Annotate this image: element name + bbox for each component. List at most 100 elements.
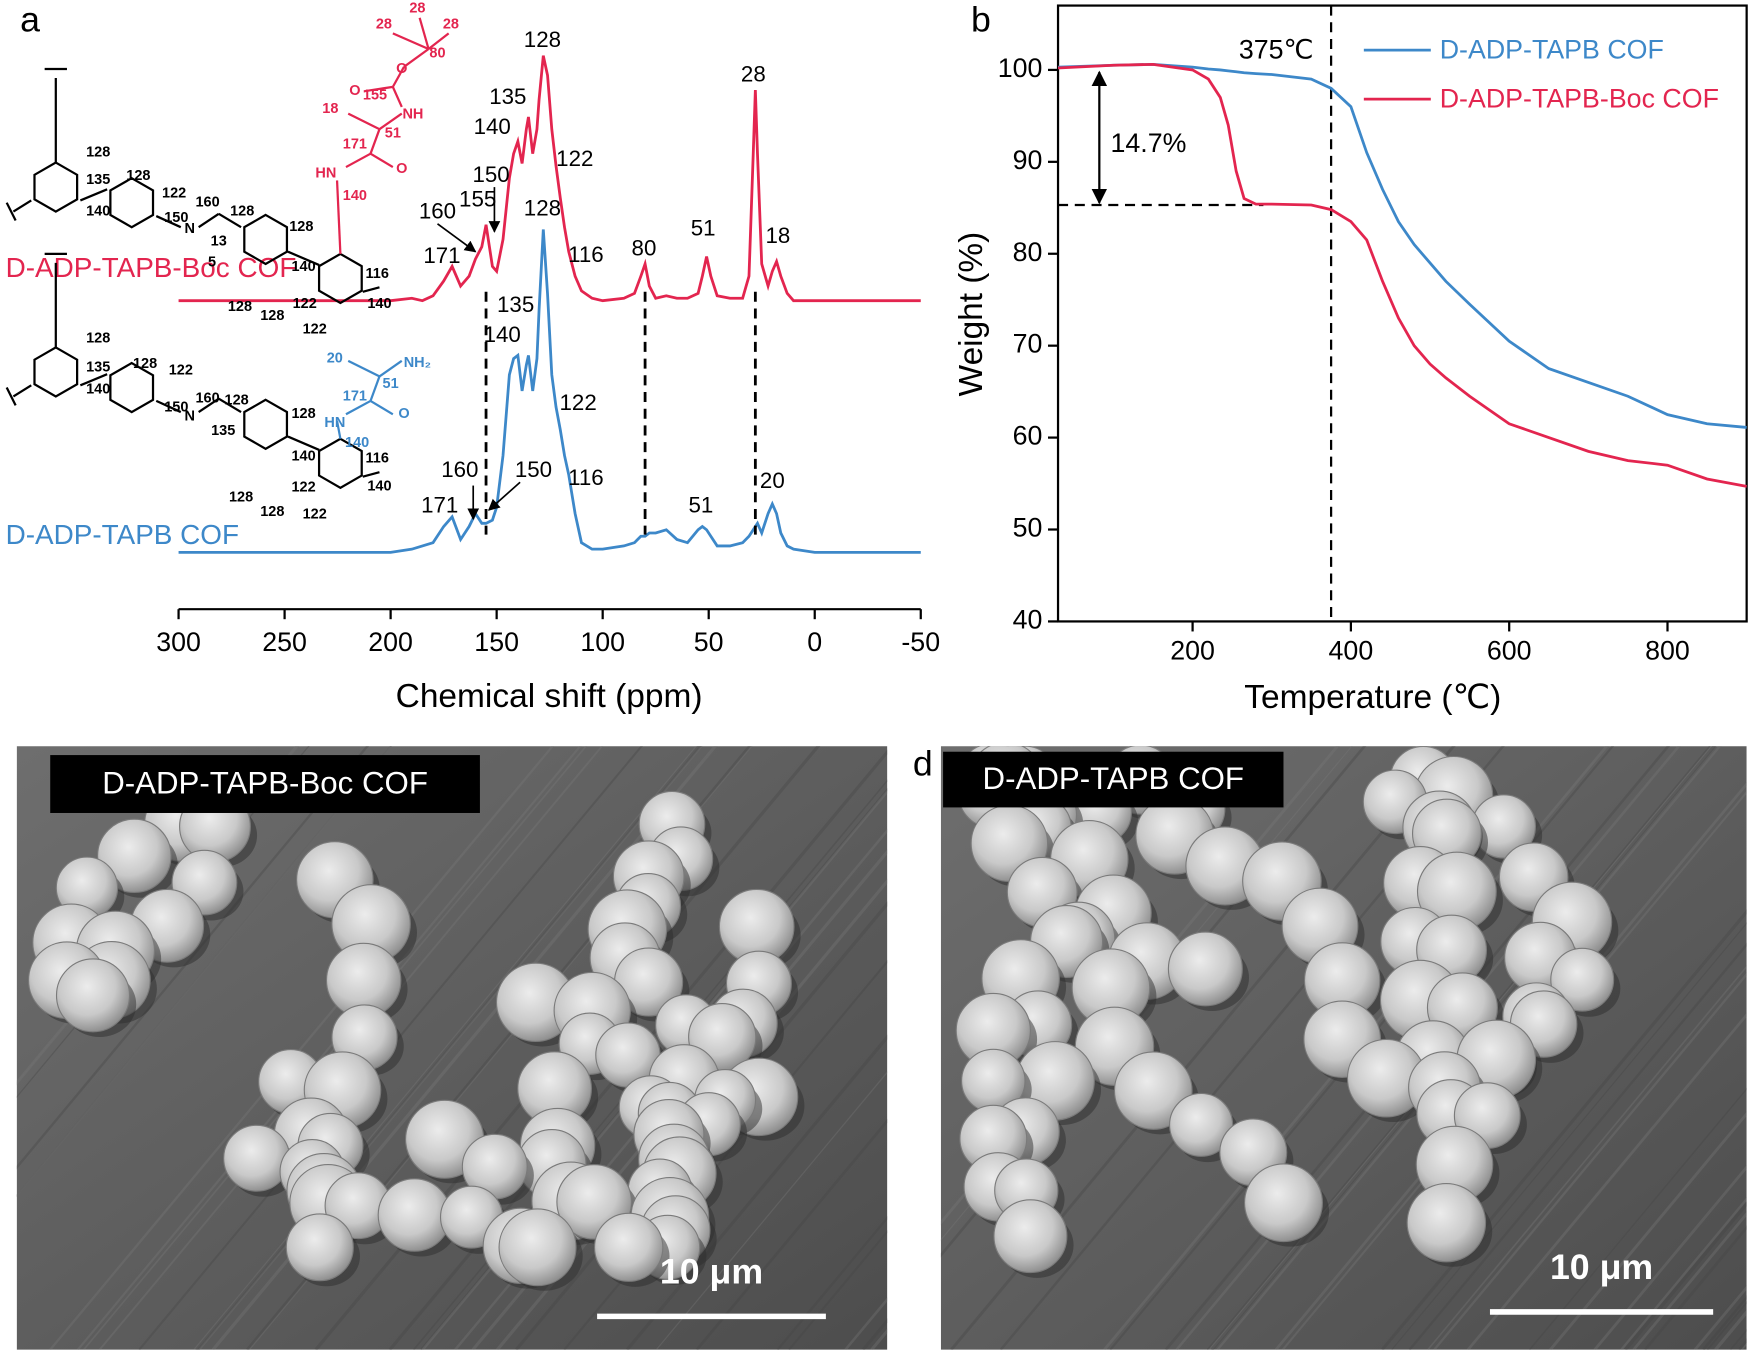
spectrum-line — [178, 55, 921, 303]
atom-label: 28 — [409, 1, 425, 17]
atom-label: NH₂ — [404, 355, 431, 371]
atom-label: 140 — [367, 296, 391, 312]
atom-label: 128 — [225, 393, 249, 409]
surface-streak — [655, 1071, 888, 1350]
atom-label: 140 — [291, 448, 315, 464]
x-tick-label: 300 — [156, 627, 201, 657]
atom-label: 135 — [86, 172, 110, 188]
bond — [218, 397, 242, 414]
peak-label: 140 — [484, 322, 521, 347]
caption: D-ADP-TAPB-Boc COF — [102, 765, 428, 800]
atom-label: N — [184, 408, 194, 424]
legend-label: D-ADP-TAPB COF — [1440, 34, 1664, 64]
bond — [79, 188, 108, 202]
atom-label: 135 — [211, 423, 235, 439]
bond — [218, 212, 242, 229]
surface-streak — [695, 1118, 888, 1350]
x-tick-label: -50 — [901, 627, 940, 657]
ring-bond — [109, 176, 155, 229]
microsphere — [377, 1178, 452, 1252]
sem-image — [940, 746, 1747, 1350]
bond — [335, 180, 342, 254]
surface-streak — [1624, 1201, 1747, 1350]
atom-label: 18 — [322, 101, 338, 117]
ring-bond — [109, 361, 155, 414]
atom-label: 128 — [260, 504, 284, 520]
surface-streak — [1620, 1197, 1747, 1350]
surface-streak — [1644, 1225, 1747, 1350]
atom-label: 122 — [162, 186, 186, 202]
atom-label: 128 — [229, 490, 253, 506]
plot-frame — [1056, 4, 1748, 623]
bond — [427, 32, 450, 50]
bond — [391, 66, 405, 88]
scale-bar-label: 10 μm — [1550, 1247, 1653, 1287]
y-tick-label: 50 — [1013, 513, 1043, 543]
ring-bond — [33, 346, 79, 398]
atom-label: 128 — [289, 219, 313, 235]
bond — [198, 212, 220, 229]
bond — [5, 202, 17, 222]
x-tick-label: 150 — [474, 627, 519, 657]
panel-letter: b — [971, 0, 991, 40]
y-tick-label: 80 — [1013, 237, 1043, 267]
atom-label: 128 — [291, 406, 315, 422]
atom-label: 128 — [230, 203, 254, 219]
atom-label: 128 — [86, 330, 110, 346]
atom-label: 28 — [443, 16, 459, 32]
caption: D-ADP-TAPB COF — [983, 761, 1244, 796]
peak-label: 160 — [441, 457, 478, 482]
microsphere — [1243, 1163, 1323, 1243]
atom-label: NH — [402, 107, 423, 123]
surface-streak — [1529, 1087, 1747, 1350]
atom-label: 28 — [376, 16, 392, 32]
atom-label: 116 — [366, 266, 389, 282]
peak-label: 150 — [515, 457, 552, 482]
surface-streak — [49, 746, 555, 1350]
bond — [362, 286, 380, 293]
y-tick-label: 70 — [1013, 329, 1043, 359]
bond — [362, 471, 380, 478]
x-axis-label: Chemical shift (ppm) — [396, 678, 703, 715]
surface-streak — [1632, 1211, 1747, 1350]
x-tick-label: 200 — [1170, 636, 1215, 666]
atom-label: 160 — [195, 195, 219, 211]
peak-label: 20 — [760, 468, 785, 493]
peak-label: 171 — [421, 493, 458, 518]
microsphere — [993, 1199, 1068, 1274]
bond — [369, 399, 394, 416]
series-label: D-ADP-TAPB COF — [6, 519, 239, 550]
x-tick-label: 50 — [694, 627, 724, 657]
atom-label: 51 — [383, 376, 399, 392]
atom-label: 13 — [211, 234, 227, 250]
atom-label: 128 — [133, 356, 157, 372]
bond — [378, 359, 403, 378]
peak-label: 140 — [474, 114, 511, 139]
atom-label: 128 — [126, 168, 150, 184]
ring-bond — [317, 252, 363, 305]
y-tick-label: 40 — [1013, 605, 1043, 635]
surface-streak — [1593, 1165, 1747, 1350]
x-axis-label: Temperature (℃) — [1244, 679, 1501, 716]
ring-bond — [243, 398, 289, 451]
bond — [418, 17, 430, 50]
microsphere — [1113, 1051, 1193, 1130]
atom-label: 20 — [327, 350, 343, 366]
microsphere — [1169, 1092, 1234, 1157]
atom-label: 171 — [343, 388, 367, 404]
ring-bond — [33, 161, 79, 213]
microsphere — [1406, 1183, 1487, 1263]
arrow — [437, 223, 477, 253]
bond — [155, 399, 182, 414]
atom-label: 80 — [429, 45, 445, 61]
atom-label: O — [349, 83, 360, 99]
series-label: D-ADP-TAPB-Boc COF — [6, 252, 297, 283]
microsphere — [223, 1124, 291, 1192]
bond — [79, 373, 108, 387]
x-tick-label: 800 — [1645, 636, 1690, 666]
tga-line — [1057, 62, 1747, 488]
surface-streak — [776, 1216, 888, 1350]
surface-streak — [1408, 942, 1747, 1350]
arrow — [487, 481, 521, 511]
y-tick-label: 90 — [1013, 145, 1043, 175]
